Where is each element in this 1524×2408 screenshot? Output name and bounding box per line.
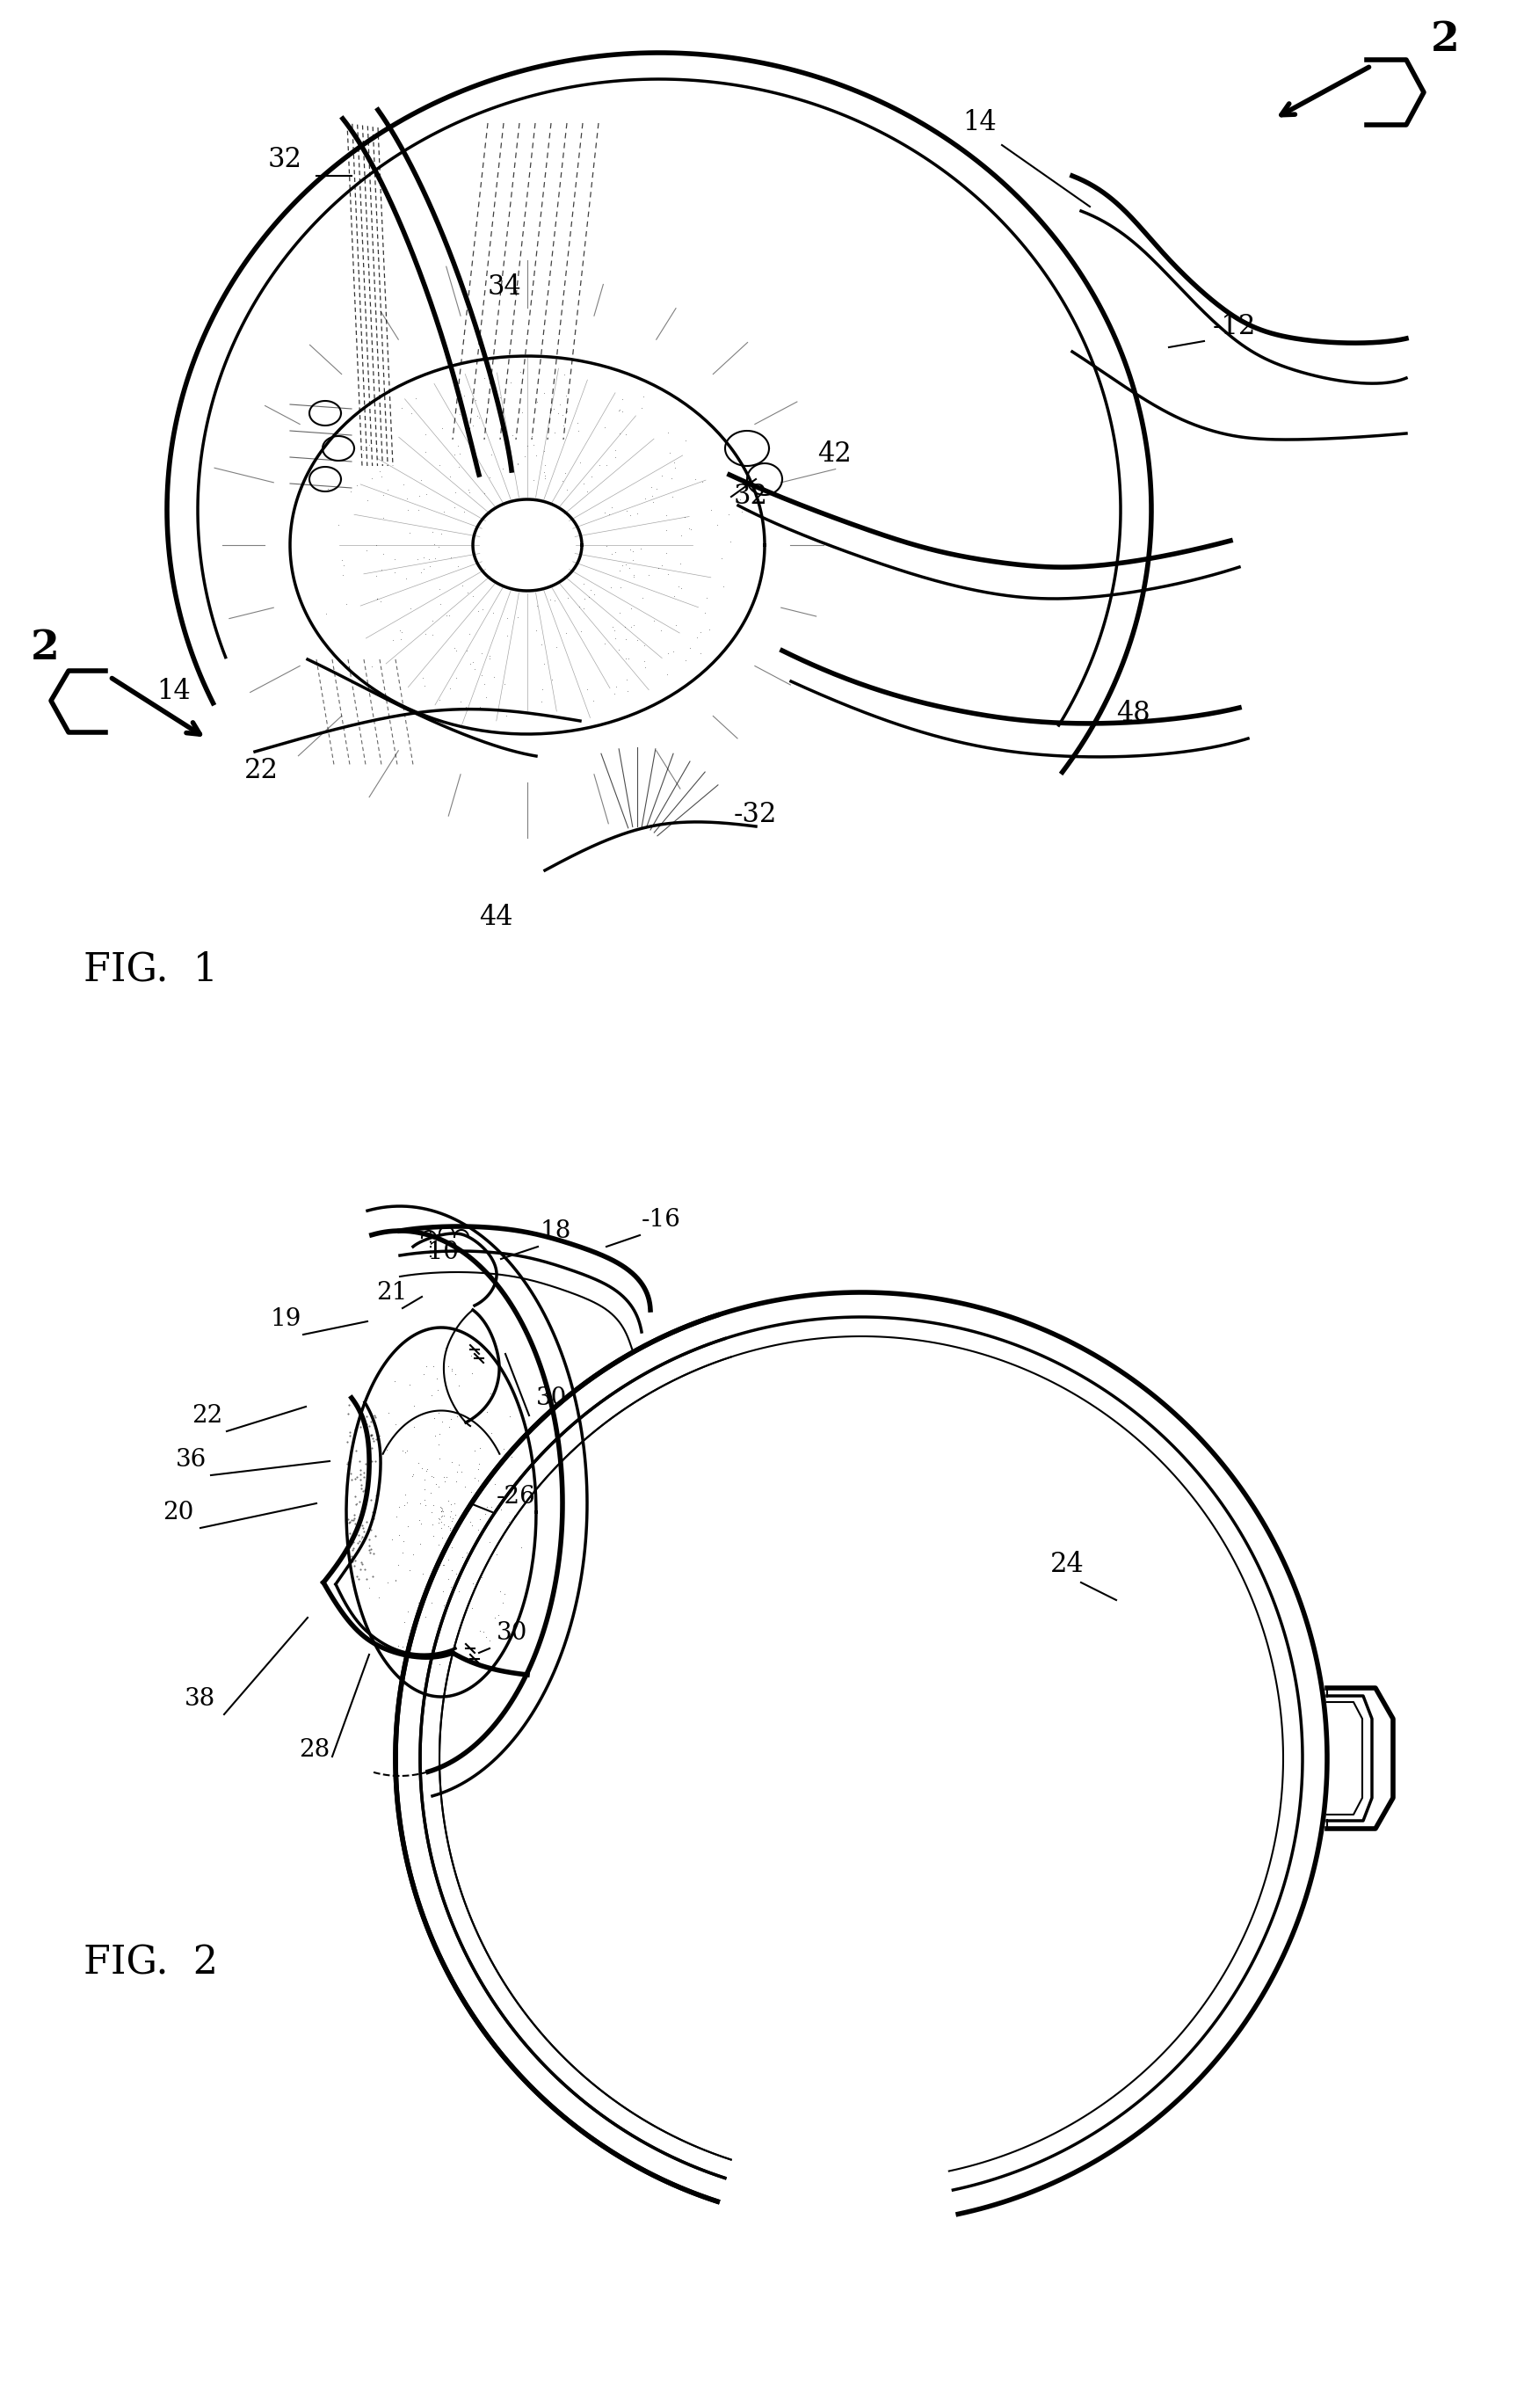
Text: 2: 2: [30, 628, 59, 667]
Text: 32: 32: [268, 147, 302, 173]
Text: FIG.  2: FIG. 2: [84, 1943, 218, 1982]
Text: 44: 44: [479, 903, 514, 932]
Text: 36: 36: [175, 1447, 207, 1471]
Text: 22: 22: [192, 1404, 223, 1428]
Text: 32: 32: [735, 482, 768, 510]
Text: 18: 18: [541, 1218, 572, 1243]
Text: 14: 14: [157, 677, 190, 706]
Text: 20: 20: [163, 1500, 194, 1524]
Text: 42: 42: [817, 441, 852, 467]
Text: -26: -26: [497, 1486, 536, 1510]
Text: FIG.  1: FIG. 1: [84, 951, 218, 987]
Text: 14: 14: [962, 108, 997, 137]
Text: 2: 2: [1431, 19, 1460, 60]
Text: -16: -16: [642, 1209, 681, 1233]
Text: 19: 19: [271, 1308, 302, 1332]
Text: 21: 21: [376, 1281, 407, 1305]
Text: 38: 38: [184, 1688, 215, 1710]
Text: 22: 22: [244, 756, 279, 785]
Text: 30: 30: [536, 1387, 567, 1411]
Text: 48: 48: [1116, 701, 1151, 727]
Text: 34: 34: [488, 275, 521, 301]
Text: 24: 24: [1050, 1551, 1085, 1577]
Text: 30: 30: [497, 1621, 527, 1645]
Text: -32: -32: [735, 802, 777, 828]
Text: 28: 28: [299, 1739, 329, 1763]
Text: -12: -12: [1213, 313, 1256, 340]
Text: -10: -10: [421, 1240, 460, 1264]
